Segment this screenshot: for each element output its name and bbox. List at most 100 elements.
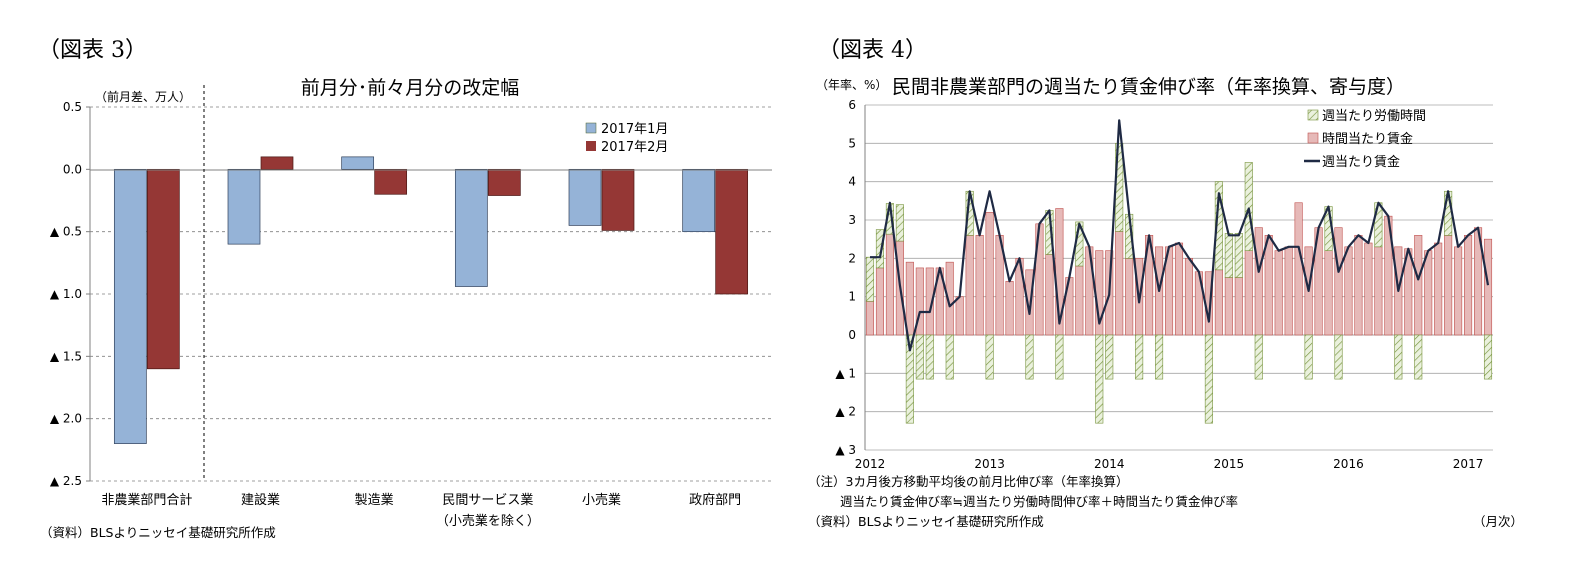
bar-hours [1095,334,1104,424]
bar-hourly-wage [1125,258,1134,336]
bar-hourly-wage [1344,246,1353,336]
bar-hours [1414,334,1423,380]
bar-hours [905,334,914,424]
bar-hourly-wage [965,235,974,336]
chart-1-unit-label: （前月差、万人） [95,89,191,104]
bar-hourly-wage [1214,269,1223,336]
chart-2-y-ticks: 6 5 4 3 2 1 0 ▲ 1 ▲ 2 ▲ 3 [835,98,856,457]
bar-hourly-wage [1244,250,1253,336]
bar-hours [1025,334,1034,380]
bar-feb [374,168,408,195]
y-tick-label: 4 [848,175,856,189]
bar-feb [487,168,521,196]
bar-hourly-wage [1324,250,1333,336]
chart-1-legend: 2017年1月 2017年2月 [585,122,668,155]
chart-2-title: 民間非農業部門の週当たり賃金伸び率（年率換算、寄与度） [892,76,1405,98]
bar-hours [1105,334,1114,380]
legend-label-weekly-wage: 週当たり賃金 [1322,154,1400,170]
chart-1-source: （資料）BLSよりニッセイ基礎研究所作成 [40,525,276,540]
bar-jan [113,168,147,444]
chart-2-note-1: （注）3カ月後方移動平均後の前月比伸び率（年率換算） [808,474,1128,489]
chart-2-source: （資料）BLSよりニッセイ基礎研究所作成 [808,514,1044,529]
bar-hourly-wage [1364,242,1373,336]
bar-hours [1394,334,1403,380]
bar-hours [1444,190,1453,236]
chart-2-note-2: 週当たり賃金伸び率≒週当たり労働時間伸び率＋時間当たり賃金伸び率 [840,494,1238,509]
y-tick-label: 3 [848,213,856,227]
bar-hourly-wage [1045,254,1054,336]
legend-swatch-feb [586,141,596,151]
chart-2-unit-label: （年率、%） [816,77,887,92]
chart-2-legend: 週当たり労働時間 時間当たり賃金 週当たり賃金 [1304,109,1426,170]
legend-label-hourly-wage: 時間当たり賃金 [1322,131,1413,147]
y-tick-label: 5 [848,136,856,150]
x-tick-label: 2013 [974,457,1005,471]
bar-hourly-wage [1354,235,1363,336]
bar-hours [1244,162,1253,251]
legend-swatch-jan [585,122,597,134]
legend-label-jan: 2017年1月 [601,122,668,137]
bar-hours [1254,334,1263,380]
y-tick-label: 0.5 [63,100,82,114]
bar-hourly-wage [955,296,964,336]
bar-hours [1214,181,1223,271]
x-tick-label: 2015 [1214,457,1245,471]
y-tick-label: 1 [848,290,856,304]
bar-hourly-wage [1234,277,1243,336]
x-tick-label: 2014 [1094,457,1125,471]
legend-label-hours: 週当たり労働時間 [1322,109,1426,124]
x-tick-label: 2012 [855,457,886,471]
bar-hourly-wage [1115,231,1124,336]
category-sublabel: （小売業を除く） [436,513,540,529]
x-tick-label: 2017 [1453,457,1484,471]
category-label: 民間サービス業 [442,492,533,508]
line-weekly-wage [870,119,1490,352]
bar-hours [1135,334,1144,380]
bar-hours [875,229,884,269]
bar-hourly-wage [1274,250,1283,336]
y-tick-label: ▲ 1.0 [50,287,82,301]
bar-jan [227,168,261,245]
bar-jan [682,168,716,233]
bar-jan [568,168,602,226]
bar-hourly-wage [975,235,984,336]
bar-hours [925,334,934,380]
bar-feb [601,168,635,231]
bar-hourly-wage [1254,227,1263,336]
y-tick-label: ▲ 3 [835,443,856,457]
x-tick-label: 2016 [1333,457,1364,471]
chart-2-line [870,119,1490,352]
y-tick-label: 0.0 [63,162,82,176]
bar-hours [1155,334,1164,380]
y-tick-label: ▲ 2.5 [50,474,82,488]
bar-hourly-wage [1414,235,1423,336]
bar-jan [454,168,488,287]
bar-hourly-wage [1264,235,1273,336]
bar-hourly-wage [1224,277,1233,336]
chart-2-x-labels: 2012 2013 2014 2015 2016 2017 [855,457,1484,471]
category-label: 建設業 [241,492,280,508]
category-label: 非農業部門合計 [101,492,192,508]
category-label: 政府部門 [689,493,741,508]
chart-1-title: 前月分･前々月分の改定幅 [301,77,520,99]
chart-1-category-labels: 非農業部門合計 建設業 製造業 民間サービス業 （小売業を除く） 小売業 政府部門 [101,492,741,529]
y-tick-label: ▲ 2.0 [50,412,82,426]
bar-hours [1304,334,1313,380]
bar-hours [945,334,954,380]
bar-hourly-wage [1444,235,1453,336]
figure-3-label: （図表 3） [38,38,147,63]
figure-4: （図表 4） （年率、%） 民間非農業部門の週当たり賃金伸び率（年率換算、寄与度… [808,38,1523,529]
bar-hourly-wage [1284,246,1293,336]
bar-hourly-wage [1374,246,1383,336]
y-tick-label: ▲ 0.5 [50,225,82,239]
category-label: 製造業 [355,492,394,508]
bar-hourly-wage [885,233,894,336]
bar-hours [1224,233,1233,278]
bar-hourly-wage [875,267,884,336]
bar-hourly-wage [905,261,914,336]
bar-feb [715,168,749,295]
bar-hourly-wage [1174,242,1184,336]
bar-hours [1204,334,1213,424]
bar-hourly-wage [1075,265,1084,336]
figure-3: （図表 3） 前月分･前々月分の改定幅 （前月差、万人） 0.5 0.0 ▲ 0.5… [38,38,772,540]
